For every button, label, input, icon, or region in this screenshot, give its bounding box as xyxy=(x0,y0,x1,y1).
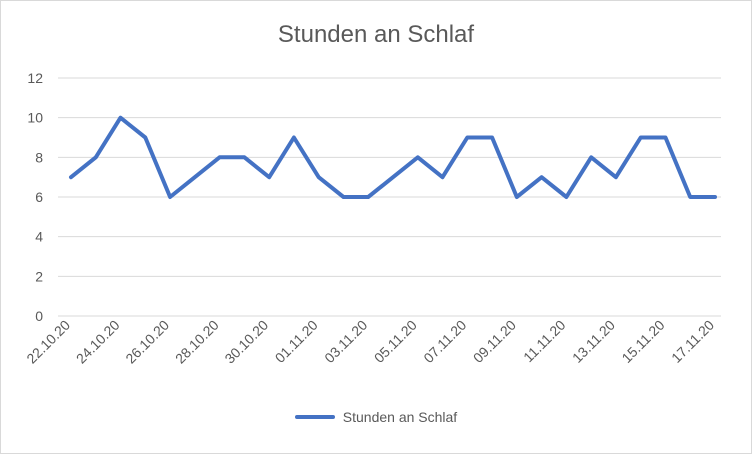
y-tick-label: 4 xyxy=(35,229,43,245)
x-tick-label: 24.10.20 xyxy=(73,317,123,367)
legend-swatch xyxy=(294,415,335,419)
x-tick-label: 03.11.20 xyxy=(321,317,370,366)
series-line-0 xyxy=(69,115,717,199)
x-tick-label: 13.11.20 xyxy=(569,317,618,366)
x-tick-label: 01.11.20 xyxy=(272,317,321,366)
x-tick-label: 07.11.20 xyxy=(420,317,469,366)
x-tick-label: 17.11.20 xyxy=(668,317,717,366)
y-tick-label: 0 xyxy=(35,308,43,324)
x-tick-label: 15.11.20 xyxy=(618,317,667,366)
x-tick-label: 05.11.20 xyxy=(371,317,420,366)
y-tick-label: 2 xyxy=(35,268,43,284)
legend: Stunden an Schlaf xyxy=(1,409,751,425)
y-tick-label: 10 xyxy=(27,110,43,126)
legend-label: Stunden an Schlaf xyxy=(342,409,458,425)
y-tick-label: 12 xyxy=(27,70,43,86)
x-tick-label: 09.11.20 xyxy=(470,317,519,366)
x-tick-label: 22.10.20 xyxy=(23,317,73,367)
y-tick-label: 6 xyxy=(35,189,43,205)
x-tick-label: 28.10.20 xyxy=(172,317,222,367)
x-tick-label: 11.11.20 xyxy=(520,317,569,366)
x-tick-label: 30.10.20 xyxy=(221,317,271,367)
chart-title: Stunden an Schlaf xyxy=(277,21,475,48)
x-tick-label: 26.10.20 xyxy=(122,317,172,367)
y-tick-label: 8 xyxy=(35,149,43,165)
